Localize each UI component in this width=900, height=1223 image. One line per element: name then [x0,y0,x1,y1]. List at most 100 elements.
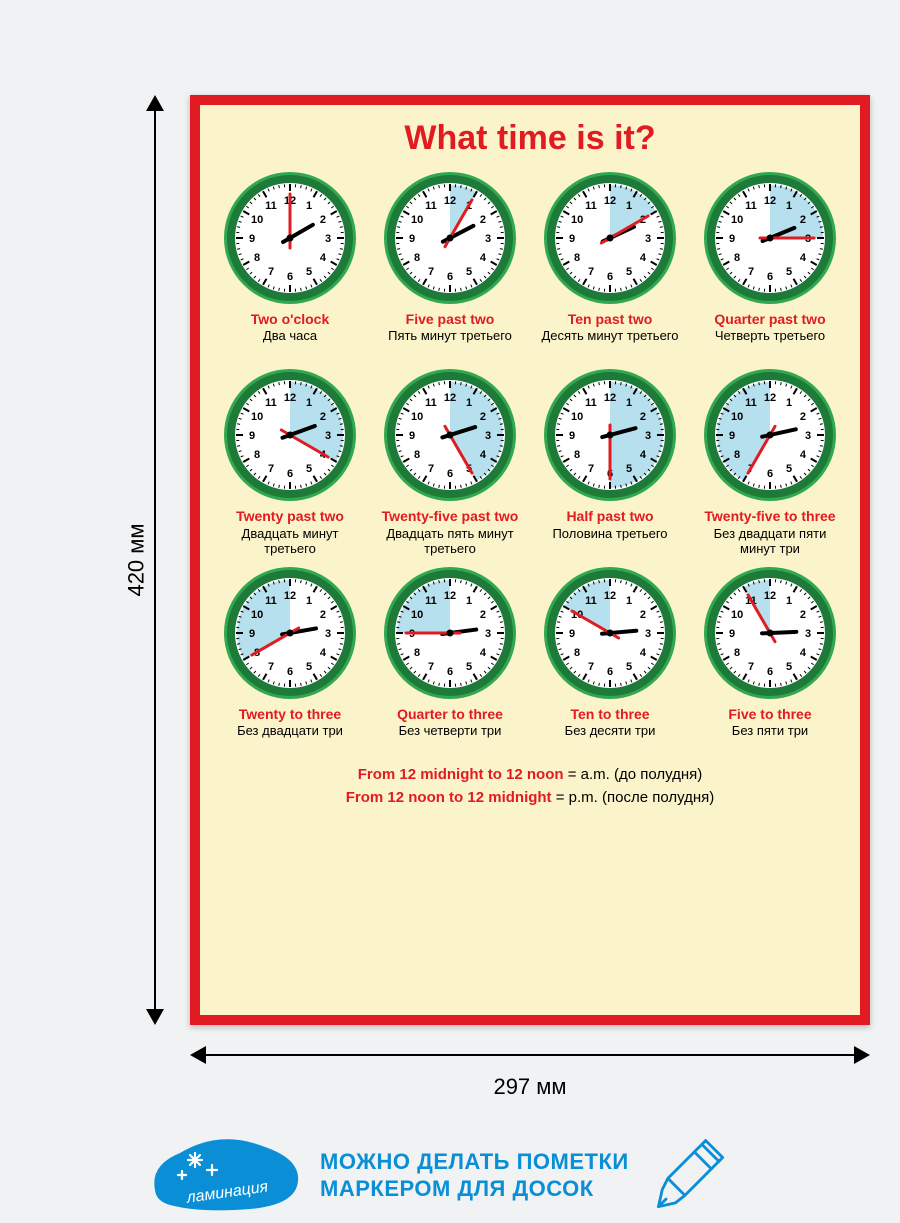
svg-text:7: 7 [268,661,274,673]
clock-icon: 121234567891011 [220,365,360,505]
svg-text:7: 7 [588,661,594,673]
svg-text:2: 2 [320,411,326,423]
svg-text:6: 6 [607,666,613,678]
svg-text:8: 8 [254,449,260,461]
clock-label-ru: Без двадцати три [237,724,343,754]
clock-icon: 121234567891011 [540,365,680,505]
svg-text:5: 5 [786,661,792,673]
promo-row: ламинация МОЖНО ДЕЛАТЬ ПОМЕТКИ МАРКЕРОМ … [150,1130,900,1220]
svg-text:3: 3 [645,628,651,640]
product-figure: 420 мм What time is it? 121234567891011 … [60,40,850,1160]
svg-text:7: 7 [428,463,434,475]
svg-text:9: 9 [249,628,255,640]
svg-text:7: 7 [748,661,754,673]
svg-text:3: 3 [805,628,811,640]
svg-text:9: 9 [249,430,255,442]
marker-icon [649,1133,734,1218]
clock-label-en: Twenty-five to three [704,509,835,524]
clock-label-ru: Двадцать минут третьего [214,527,366,557]
svg-text:11: 11 [585,595,597,607]
clock-label-ru: Два часа [263,329,317,359]
svg-text:11: 11 [585,397,597,409]
svg-text:6: 6 [767,666,773,678]
svg-text:1: 1 [306,595,312,607]
svg-text:5: 5 [786,266,792,278]
clock-cell: 121234567891011 Five past twoПять минут … [374,168,526,359]
footer-l2-red: From 12 noon to 12 midnight [346,789,552,806]
svg-text:11: 11 [265,595,277,607]
svg-text:2: 2 [800,411,806,423]
svg-text:3: 3 [485,430,491,442]
clock-label-ru: Десять минут третьего [542,329,679,359]
clock-icon: 121234567891011 [700,365,840,505]
clock-icon: 121234567891011 [220,168,360,308]
svg-text:1: 1 [626,200,632,212]
clock-icon: 121234567891011 [540,168,680,308]
svg-text:1: 1 [626,595,632,607]
clock-label-ru: Без четверти три [399,724,502,754]
svg-text:11: 11 [425,595,437,607]
svg-text:5: 5 [626,266,632,278]
clock-cell: 121234567891011 Two o'clockДва часа [214,168,366,359]
svg-text:7: 7 [588,266,594,278]
svg-text:1: 1 [626,397,632,409]
svg-text:5: 5 [306,463,312,475]
clock-label-en: Ten to three [570,707,649,722]
svg-text:10: 10 [251,411,263,423]
clock-label-ru: Без двадцати пяти минут три [694,527,846,557]
svg-text:8: 8 [574,252,580,264]
clock-icon: 121234567891011 [380,563,520,703]
svg-text:1: 1 [306,200,312,212]
svg-text:6: 6 [447,666,453,678]
svg-text:12: 12 [284,392,296,404]
clock-icon: 121234567891011 [380,365,520,505]
arrow-right-icon [854,1046,870,1064]
svg-text:11: 11 [585,200,597,212]
svg-text:5: 5 [626,661,632,673]
svg-text:4: 4 [800,647,807,659]
svg-text:9: 9 [569,430,575,442]
svg-text:8: 8 [574,449,580,461]
lamination-badge-icon: ламинация [150,1135,300,1215]
clock-label-ru: Без пяти три [732,724,808,754]
svg-text:4: 4 [320,647,327,659]
svg-text:12: 12 [444,392,456,404]
clock-label-ru: Без десяти три [565,724,656,754]
svg-text:4: 4 [640,647,647,659]
svg-text:10: 10 [731,214,743,226]
svg-text:4: 4 [320,252,327,264]
svg-text:12: 12 [444,590,456,602]
svg-text:7: 7 [588,463,594,475]
svg-text:3: 3 [645,233,651,245]
svg-text:11: 11 [745,200,757,212]
clock-label-ru: Двадцать пять минут третьего [374,527,526,557]
clock-icon: 121234567891011 [700,563,840,703]
svg-text:3: 3 [485,628,491,640]
clock-label-en: Ten past two [568,312,653,327]
svg-text:10: 10 [571,411,583,423]
svg-text:2: 2 [640,609,646,621]
clock-label-en: Half past two [566,509,653,524]
clock-cell: 121234567891011 Five to threeБез пяти тр… [694,563,846,754]
svg-text:2: 2 [640,411,646,423]
svg-text:10: 10 [411,411,423,423]
svg-text:5: 5 [626,463,632,475]
svg-text:4: 4 [640,449,647,461]
arrow-down-icon [146,1009,164,1025]
clock-icon: 121234567891011 [700,168,840,308]
svg-text:7: 7 [428,266,434,278]
svg-text:3: 3 [325,233,331,245]
svg-text:2: 2 [480,609,486,621]
clock-label-ru: Пять минут третьего [388,329,512,359]
svg-text:11: 11 [745,397,757,409]
svg-text:2: 2 [480,411,486,423]
svg-text:9: 9 [409,233,415,245]
svg-text:12: 12 [284,590,296,602]
svg-text:9: 9 [729,628,735,640]
svg-text:5: 5 [466,266,472,278]
svg-text:4: 4 [800,252,807,264]
clock-cell: 121234567891011 Twenty to threeБез двадц… [214,563,366,754]
svg-text:12: 12 [764,195,776,207]
svg-text:10: 10 [251,214,263,226]
svg-text:4: 4 [480,252,487,264]
